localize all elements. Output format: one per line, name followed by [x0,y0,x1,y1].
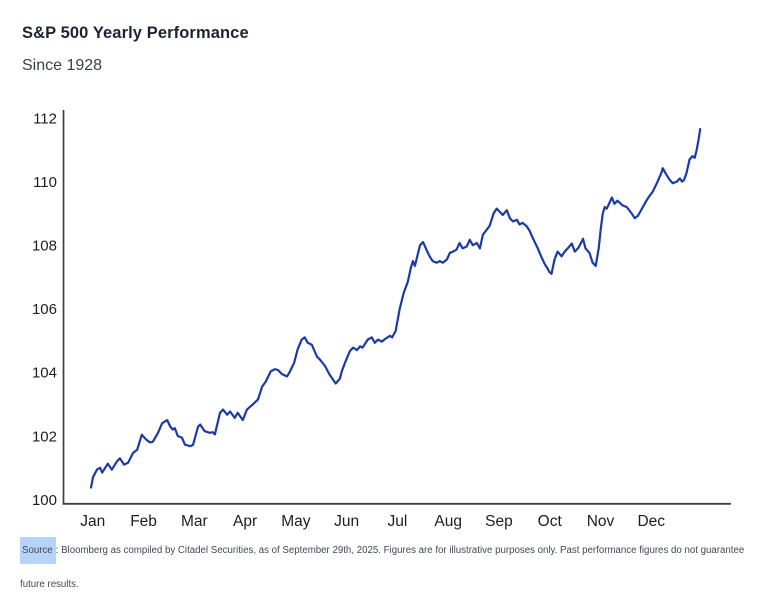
sp500-series-line [89,128,702,489]
x-tick-label: Apr [233,513,257,530]
y-tick-label: 110 [33,174,57,191]
x-tick-label: Jul [388,513,408,530]
y-tick-label: 106 [32,301,57,318]
x-tick-label: Dec [637,513,665,530]
page-title: S&P 500 Yearly Performance [22,24,249,42]
x-tick-label: Feb [130,513,157,530]
page-subtitle: Since 1928 [22,57,103,74]
x-tick-label: Aug [434,513,462,530]
x-tick-label: Sep [485,513,513,530]
source-note-line2: future results. [20,579,79,590]
x-tick-label: Mar [181,513,208,530]
source-note-text: : Bloomberg as compiled by Citadel Secur… [55,545,745,556]
source-note: Source: Bloomberg as compiled by Citadel… [20,534,775,602]
x-tick-label: Jan [80,513,105,530]
y-tick-label: 112 [33,110,57,127]
x-tick-label: Oct [538,513,563,530]
x-tick-label: Nov [587,513,615,530]
source-highlight: Source [20,537,56,564]
y-tick-label: 108 [32,238,57,255]
x-tick-label: Jun [334,513,359,530]
y-tick-label: 104 [32,365,57,382]
source-note-line1: Source: Bloomberg as compiled by Citadel… [20,534,775,568]
y-tick-label: 102 [32,428,57,445]
x-tick-label: May [281,513,311,530]
y-tick-label: 100 [32,492,57,509]
